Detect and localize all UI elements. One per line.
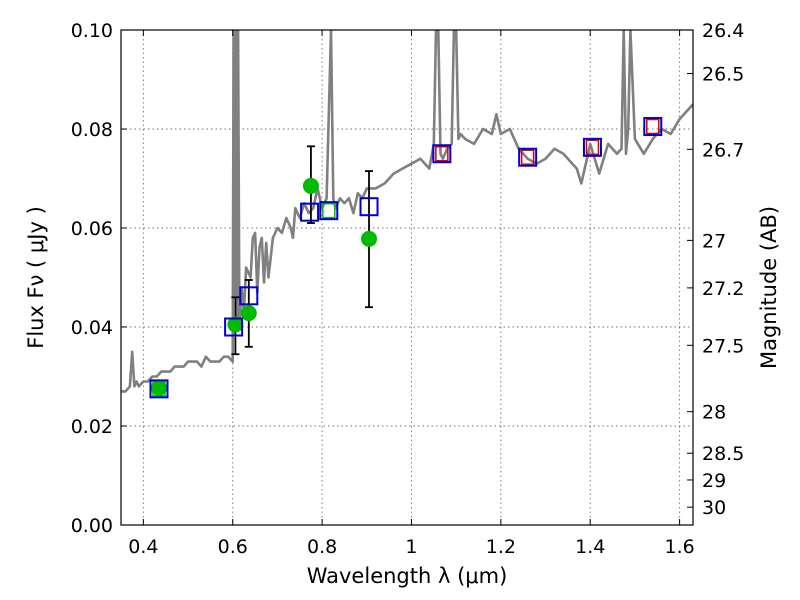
model-photometry-square-1 xyxy=(224,317,244,337)
y-tick-label-0-1: 0.10 xyxy=(71,20,113,42)
model-photometry-square-4 xyxy=(319,201,339,221)
y-axis-right-label: Magnitude (AB) xyxy=(757,206,781,369)
mag-tick-label-27-5: 27.5 xyxy=(702,335,744,357)
grid xyxy=(121,30,693,525)
mag-tick-label-27: 27 xyxy=(702,230,726,252)
green-square-1 xyxy=(322,202,336,219)
point-layer xyxy=(150,177,378,396)
x-tick-label-0-4: 0.4 xyxy=(128,536,158,558)
model-photometry-square-3 xyxy=(300,202,320,222)
y-tick-label-0-08: 0.08 xyxy=(71,119,113,141)
plot-frame xyxy=(120,29,694,526)
red-square-1 xyxy=(520,149,535,165)
red-square-3 xyxy=(646,118,660,135)
x-tick-label-1: 1 xyxy=(405,536,417,558)
x-tick-label-1-2: 1.2 xyxy=(486,536,516,558)
green-square-0 xyxy=(152,381,166,397)
mag-tick-label-26-5: 26.5 xyxy=(702,64,744,86)
y-tick-label-0-02: 0.02 xyxy=(71,416,113,438)
y-tick-label-0: 0.00 xyxy=(71,515,113,537)
red-square-2 xyxy=(585,139,600,156)
x-axis-label: Wavelength λ (μm) xyxy=(307,564,508,588)
model-photometry-square-6 xyxy=(432,144,452,164)
x-tick-label-0-8: 0.8 xyxy=(307,536,337,558)
y-tick-label-0-06: 0.06 xyxy=(71,218,113,240)
observed-point-1 xyxy=(227,316,244,333)
x-tick-label-1-4: 1.4 xyxy=(575,536,605,558)
axis-ticks: 0.4 0.6 0.8 1 1.2 1.4 1.6 0.00 0.02 0.04 0.06 0.08 0… xyxy=(71,20,745,558)
mag-tick-label-27-2: 27.2 xyxy=(702,278,744,300)
observed-point-0 xyxy=(150,379,167,396)
model-photometry-square-0 xyxy=(149,379,169,399)
square-layer xyxy=(149,117,663,399)
model-photometry-square-2 xyxy=(239,286,259,306)
mag-tick-label-28: 28 xyxy=(702,402,726,424)
spectrum-layer xyxy=(121,30,693,393)
model-photometry-square-5 xyxy=(359,197,379,217)
observed-point-4 xyxy=(361,230,378,247)
model-photometry-square-8 xyxy=(582,137,602,157)
mag-tick-label-30: 30 xyxy=(702,497,726,519)
y-axis-label: Flux Fν ( μJy ) xyxy=(24,206,48,349)
red-square-0 xyxy=(435,146,449,162)
model-spectrum-line xyxy=(121,30,693,393)
model-photometry-square-7 xyxy=(518,147,538,167)
mag-tick-label-26-7: 26.7 xyxy=(702,139,744,161)
model-photometry-square-9 xyxy=(643,117,663,137)
observed-point-3 xyxy=(302,177,319,194)
x-tick-label-0-6: 0.6 xyxy=(218,536,248,558)
mag-tick-label-29: 29 xyxy=(702,470,726,492)
mag-tick-label-28-5: 28.5 xyxy=(702,443,744,465)
observed-point-2 xyxy=(240,305,257,322)
mag-tick-label-26-4: 26.4 xyxy=(702,20,744,42)
x-tick-label-1-6: 1.6 xyxy=(664,536,694,558)
y-tick-label-0-04: 0.04 xyxy=(71,317,113,339)
